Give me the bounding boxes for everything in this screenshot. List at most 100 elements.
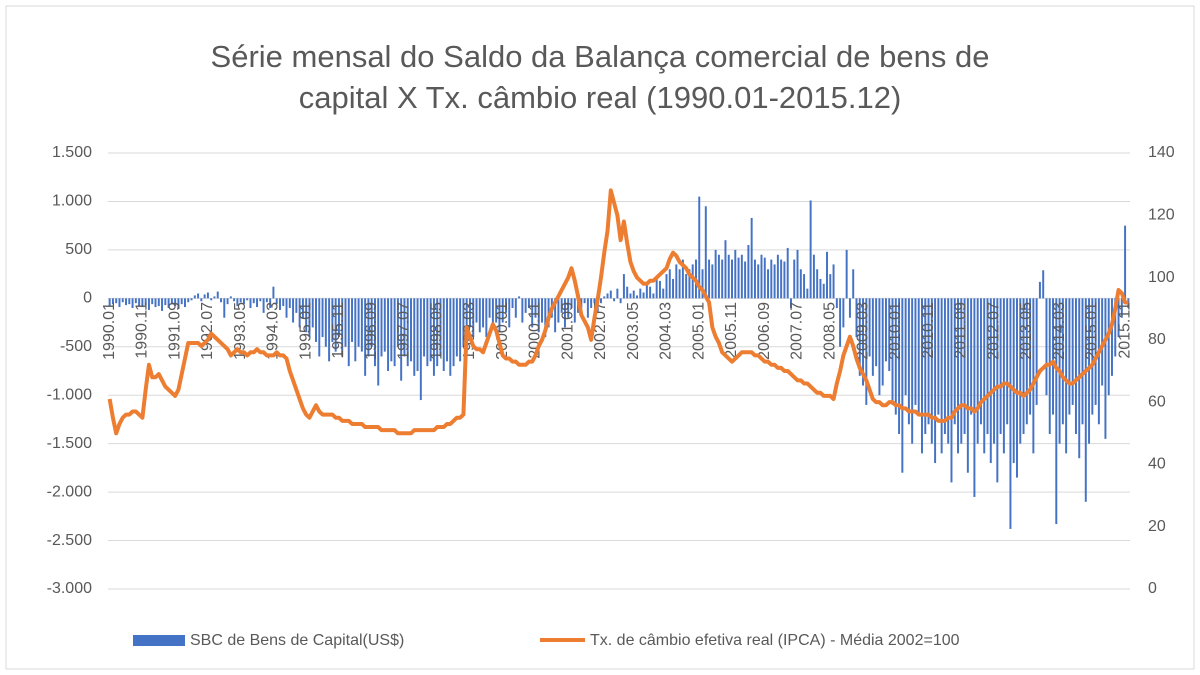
x-tick-label: 2008.05 (821, 302, 838, 360)
bar (197, 293, 200, 299)
y2-tick-label: 60 (1148, 393, 1166, 410)
bar (966, 298, 969, 473)
bar (711, 264, 714, 299)
bar (203, 294, 206, 299)
bar (767, 269, 770, 299)
bar (717, 254, 720, 299)
bar (1025, 298, 1028, 425)
bar (541, 298, 544, 323)
bar (252, 298, 255, 304)
bar (855, 298, 858, 338)
bar (262, 298, 265, 313)
bar (1117, 298, 1120, 338)
bar (432, 298, 435, 376)
bar (1120, 298, 1123, 318)
bar (108, 298, 111, 307)
bar (164, 298, 167, 306)
bar (118, 298, 121, 308)
bar (128, 298, 131, 305)
bar (789, 298, 792, 309)
x-tick-label: 2010.01 (887, 302, 904, 360)
bar (979, 298, 982, 425)
bar (822, 283, 825, 299)
bar (924, 298, 927, 434)
bar (383, 298, 386, 352)
bar (976, 298, 979, 444)
bar (1111, 298, 1113, 376)
bar (986, 298, 989, 434)
bar (226, 298, 229, 305)
bar (586, 298, 589, 318)
bar (305, 298, 308, 333)
y2-tick-label: 20 (1148, 518, 1166, 535)
bar (567, 298, 570, 318)
bar (609, 290, 612, 299)
bar (560, 298, 563, 313)
bar (927, 298, 930, 425)
chart-title: Série mensal do Saldo da Balança comerci… (210, 39, 990, 115)
bar (727, 254, 730, 299)
bar (884, 298, 887, 362)
bar (288, 298, 291, 309)
bar (862, 298, 865, 386)
bar (881, 298, 884, 386)
bar (498, 298, 501, 333)
bar (665, 274, 668, 299)
x-tick-label: 1996.09 (363, 302, 380, 360)
bar (983, 298, 986, 454)
bar (259, 298, 262, 302)
bar (373, 298, 376, 367)
bar (216, 291, 219, 299)
bar (803, 274, 806, 299)
bar (311, 298, 314, 328)
bar (930, 298, 933, 444)
bar (282, 298, 285, 307)
bar (298, 298, 301, 328)
bar (940, 298, 943, 454)
bar (934, 298, 937, 464)
bar (514, 298, 517, 318)
bar (999, 298, 1002, 434)
bar (1084, 298, 1087, 502)
bar (832, 264, 835, 299)
bar (799, 269, 802, 299)
bar (1114, 298, 1117, 357)
bar (436, 298, 439, 367)
bar (177, 298, 180, 309)
bar (534, 298, 537, 318)
bar (655, 278, 658, 299)
bar (147, 298, 150, 310)
bar (292, 298, 295, 323)
bar (580, 298, 583, 309)
bar (141, 298, 144, 308)
bar (167, 298, 170, 309)
bar (678, 269, 681, 299)
bar (701, 269, 704, 299)
bar (501, 298, 504, 323)
bar (239, 298, 242, 303)
bar (675, 264, 678, 299)
bar (183, 298, 186, 308)
bar (360, 298, 363, 352)
bar (403, 298, 406, 357)
y-tick-label: -1.000 (47, 386, 92, 403)
bar (488, 298, 491, 318)
bar (740, 254, 743, 299)
bar (898, 298, 901, 434)
bar (996, 298, 999, 483)
x-tick-label: 1990.01 (101, 302, 118, 360)
bar (600, 298, 602, 304)
bar (121, 298, 124, 303)
bar (115, 298, 118, 304)
bar (724, 240, 727, 299)
bar (1016, 298, 1018, 478)
bar (907, 298, 910, 425)
bar (1071, 298, 1074, 405)
x-tick-label: 2003.05 (625, 302, 642, 360)
bar (462, 298, 465, 347)
line-series (107, 188, 1129, 436)
x-tick-label: 2006.09 (756, 302, 773, 360)
bar (485, 298, 488, 338)
bar (622, 274, 625, 299)
y-tick-label: -2.000 (47, 483, 92, 500)
